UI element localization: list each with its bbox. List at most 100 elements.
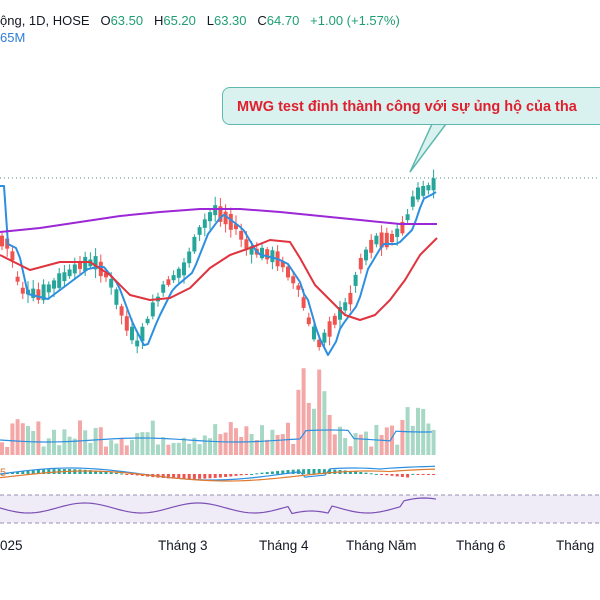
macd-histogram-bar bbox=[380, 474, 384, 475]
candle-body bbox=[31, 288, 36, 298]
open-label: O bbox=[100, 13, 111, 28]
macd-histogram-bar bbox=[36, 469, 40, 474]
x-tick-label: Tháng 3 bbox=[158, 538, 208, 553]
macd-histogram-bar bbox=[42, 469, 46, 474]
macd-histogram-bar bbox=[78, 469, 82, 474]
candle-body bbox=[431, 178, 436, 191]
volume-bar bbox=[312, 408, 316, 455]
candle-body bbox=[358, 258, 363, 270]
macd-histogram-bar bbox=[135, 474, 139, 476]
volume-bar bbox=[270, 429, 275, 455]
candle-body bbox=[93, 256, 98, 270]
candle-body bbox=[353, 274, 358, 286]
macd-histogram-bar bbox=[130, 474, 134, 475]
candle-body bbox=[327, 321, 332, 337]
volume-bar bbox=[67, 436, 72, 455]
volume-bar bbox=[348, 446, 353, 455]
candle-body bbox=[343, 302, 348, 311]
candle-body bbox=[400, 221, 405, 234]
macd-histogram-bar bbox=[26, 470, 30, 474]
high-label: H bbox=[153, 13, 164, 28]
volume-bar bbox=[156, 444, 160, 455]
volume-bar bbox=[57, 445, 62, 455]
low-label: L bbox=[206, 13, 214, 28]
volume-bar bbox=[306, 402, 311, 455]
candle-body bbox=[135, 340, 140, 347]
macd-histogram-bar bbox=[291, 469, 295, 474]
volume-bar bbox=[10, 423, 15, 455]
volume-bar bbox=[36, 421, 41, 455]
volume-bar bbox=[176, 442, 181, 455]
macd-histogram-bar bbox=[286, 470, 290, 474]
low-value: 63.30 bbox=[213, 13, 247, 28]
candle-body bbox=[145, 318, 150, 324]
candle-body bbox=[421, 185, 426, 196]
candle-body bbox=[317, 339, 322, 348]
volume-bar bbox=[426, 423, 431, 455]
candle-body bbox=[379, 232, 384, 248]
macd-histogram-bar bbox=[432, 474, 436, 475]
macd-histogram-bar bbox=[218, 474, 222, 478]
macd-histogram-bar bbox=[255, 473, 259, 475]
volume-bar bbox=[187, 443, 192, 455]
volume-bar bbox=[208, 438, 212, 455]
candle-body bbox=[348, 292, 353, 305]
volume-bar bbox=[46, 438, 51, 455]
volume-bar bbox=[275, 434, 280, 455]
volume-bar bbox=[254, 439, 259, 455]
candle-body bbox=[52, 280, 56, 289]
volume-bar bbox=[291, 444, 296, 455]
candle-body bbox=[83, 256, 88, 271]
macd-histogram-bar bbox=[88, 470, 92, 474]
candle-body bbox=[410, 196, 415, 207]
volume-bar bbox=[332, 434, 337, 455]
x-tick-label: Tháng bbox=[556, 538, 595, 553]
volume-bar bbox=[26, 425, 30, 455]
macd-histogram-bar bbox=[172, 474, 176, 479]
candle-body bbox=[312, 326, 316, 340]
volume-bar bbox=[239, 436, 244, 455]
volume-bar bbox=[343, 438, 348, 455]
volume-bar bbox=[0, 442, 4, 455]
volume-bar bbox=[31, 431, 36, 455]
candle-body bbox=[197, 227, 202, 235]
macd-histogram-bar bbox=[94, 470, 98, 474]
candle-body bbox=[213, 205, 218, 216]
candle-body bbox=[270, 250, 275, 263]
candle-body bbox=[384, 232, 389, 248]
macd-histogram-bar bbox=[416, 474, 420, 475]
candle-body bbox=[104, 273, 108, 278]
candle-body bbox=[244, 239, 249, 249]
volume-bar bbox=[72, 438, 77, 455]
candle-body bbox=[62, 272, 67, 282]
candle-body bbox=[15, 276, 20, 282]
macd-histogram-bar bbox=[239, 474, 243, 476]
ohlc-legend: ộng, 1D, HOSE O63.50 H65.20 L63.30 C64.7… bbox=[0, 13, 400, 28]
volume-bar bbox=[5, 446, 10, 455]
ma-slow-line bbox=[0, 237, 438, 321]
volume-bar bbox=[130, 439, 134, 455]
candle-body bbox=[176, 268, 181, 278]
volume-bar bbox=[379, 434, 384, 455]
rsi-background bbox=[0, 495, 600, 523]
candle-body bbox=[426, 185, 431, 191]
volume-bar bbox=[317, 369, 322, 455]
candle-body bbox=[301, 297, 306, 308]
candle-body bbox=[280, 261, 285, 268]
interval-text: ộng, 1D, HOSE bbox=[0, 13, 90, 28]
macd-histogram-bar bbox=[99, 471, 103, 474]
macd-histogram-bar bbox=[276, 470, 280, 474]
macd-histogram-bar bbox=[120, 473, 124, 475]
macd-histogram-bar bbox=[198, 474, 202, 479]
candle-body bbox=[239, 230, 244, 240]
macd-histogram-bar bbox=[406, 474, 410, 478]
macd-histogram-bar bbox=[213, 474, 217, 478]
candle-body bbox=[322, 332, 327, 343]
volume-bar bbox=[135, 433, 140, 455]
volume-bar bbox=[260, 425, 264, 455]
candle-body bbox=[166, 279, 171, 285]
volume-bar bbox=[353, 433, 358, 455]
candle-body bbox=[364, 249, 368, 261]
candle-body bbox=[395, 228, 400, 237]
